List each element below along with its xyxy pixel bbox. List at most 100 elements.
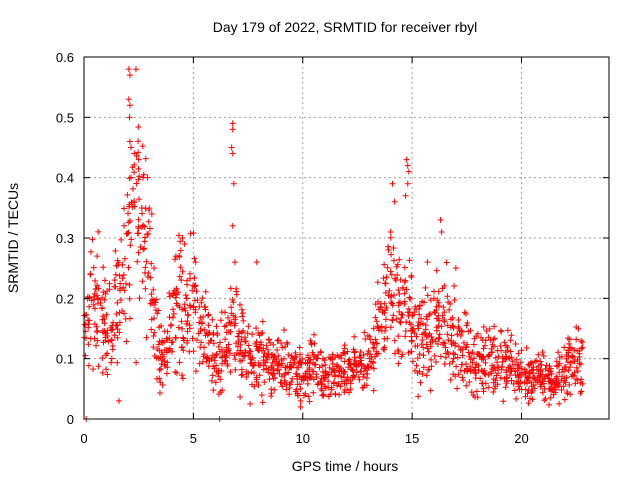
data-point — [515, 383, 522, 390]
data-point — [222, 309, 229, 316]
data-point — [125, 229, 132, 236]
data-point — [111, 332, 118, 339]
data-point — [196, 319, 203, 326]
data-point — [178, 318, 185, 325]
data-point — [189, 287, 196, 294]
data-point — [403, 156, 410, 163]
data-point — [114, 299, 121, 306]
data-point — [345, 389, 352, 396]
data-point — [248, 381, 255, 388]
data-point — [213, 351, 220, 358]
data-point — [260, 366, 267, 373]
data-point — [427, 387, 434, 394]
data-point — [309, 349, 316, 356]
data-point — [578, 338, 585, 345]
data-point — [335, 353, 342, 360]
data-point — [416, 368, 423, 375]
data-point — [457, 332, 464, 339]
data-point — [186, 322, 193, 329]
data-point — [373, 318, 380, 325]
data-point — [441, 360, 448, 367]
data-point — [334, 361, 341, 368]
data-point — [361, 329, 368, 336]
data-point — [196, 360, 203, 367]
data-point — [259, 329, 266, 336]
data-point — [380, 275, 387, 282]
data-point — [237, 350, 244, 357]
data-point — [419, 336, 426, 343]
x-tick-label: 10 — [296, 431, 310, 446]
data-point — [325, 354, 332, 361]
data-point — [415, 393, 422, 400]
data-point — [166, 314, 173, 321]
data-point — [501, 339, 508, 346]
data-point — [356, 376, 363, 383]
data-point — [175, 232, 182, 239]
data-point — [424, 345, 431, 352]
data-point — [87, 248, 94, 255]
data-point — [126, 72, 133, 79]
data-point — [462, 344, 469, 351]
data-point — [459, 374, 466, 381]
data-point — [202, 332, 209, 339]
data-point — [441, 309, 448, 316]
data-point — [310, 389, 317, 396]
data-point — [336, 391, 343, 398]
data-point — [154, 310, 161, 317]
data-point — [86, 303, 93, 310]
data-point — [414, 342, 421, 349]
data-point — [372, 314, 379, 321]
data-point — [191, 275, 198, 282]
data-point — [175, 324, 182, 331]
y-tick-label: 0.4 — [56, 171, 74, 186]
data-point — [485, 352, 492, 359]
data-point — [184, 328, 191, 335]
data-point — [492, 354, 499, 361]
data-point — [98, 304, 105, 311]
data-point — [408, 274, 415, 281]
data-point — [363, 367, 370, 374]
data-point — [127, 242, 134, 249]
data-point — [306, 398, 313, 405]
data-point — [116, 319, 123, 326]
data-point — [150, 286, 157, 293]
data-point — [153, 296, 160, 303]
data-point — [464, 319, 471, 326]
data-point — [364, 370, 371, 377]
data-point — [395, 333, 402, 340]
data-point — [566, 340, 573, 347]
data-point — [173, 300, 180, 307]
data-point — [227, 328, 234, 335]
data-point — [370, 325, 377, 332]
data-point — [218, 367, 225, 374]
data-point — [529, 387, 536, 394]
data-point — [332, 390, 339, 397]
data-point — [228, 304, 235, 311]
data-point — [381, 261, 388, 268]
data-point — [88, 297, 95, 304]
data-point — [453, 363, 460, 370]
data-point — [566, 381, 573, 388]
data-point — [148, 291, 155, 298]
data-point — [128, 144, 135, 151]
data-point — [90, 366, 97, 373]
data-point — [178, 277, 185, 284]
data-point — [135, 138, 142, 145]
data-point — [135, 156, 142, 163]
data-point — [441, 340, 448, 347]
data-point — [125, 210, 132, 217]
data-point — [552, 384, 559, 391]
data-point — [420, 364, 427, 371]
data-point — [101, 296, 108, 303]
data-point — [185, 312, 192, 319]
data-point — [553, 373, 560, 380]
data-point — [394, 272, 401, 279]
data-point — [390, 312, 397, 319]
data-point — [326, 364, 333, 371]
data-point — [200, 353, 207, 360]
data-point — [389, 302, 396, 309]
data-point — [101, 315, 108, 322]
data-point — [92, 305, 99, 312]
data-point — [91, 290, 98, 297]
data-point — [108, 337, 115, 344]
